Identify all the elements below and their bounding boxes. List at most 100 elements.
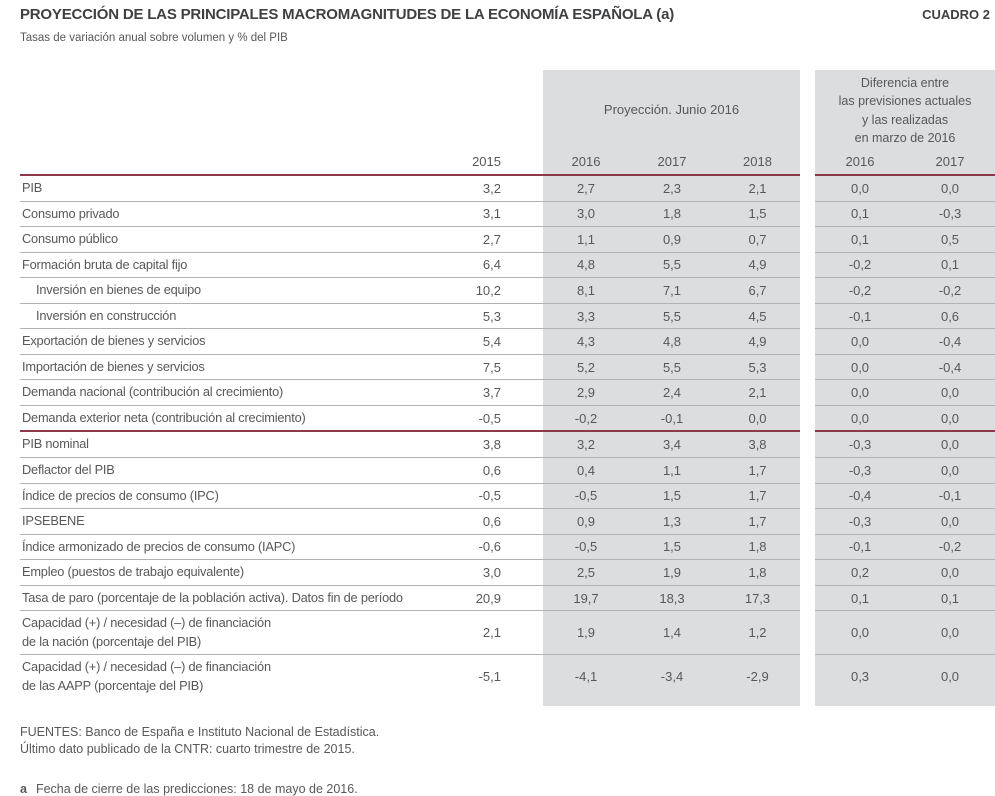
year-header-row: 2015 2016 2017 2018 2016 2017: [20, 149, 995, 176]
column-gap: [800, 698, 816, 707]
cell-proj-2018: 5,3: [715, 354, 801, 381]
group-header-projection: Proyección. Junio 2016: [543, 70, 801, 149]
cell-diff-2016: 0,0: [815, 379, 906, 406]
cell-proj-2016: 5,2: [543, 354, 629, 381]
year-header-proj-2018: 2018: [715, 149, 801, 176]
cell-proj-2018: 6,7: [715, 277, 801, 304]
cell-diff-2016: 0,0: [815, 405, 906, 433]
cell-proj-2017: 4,8: [629, 328, 715, 355]
column-gap: [505, 379, 543, 406]
table-row: Empleo (puestos de trabajo equivalente) 3…: [20, 559, 995, 586]
cell-diff-2017: 0,0: [905, 559, 995, 586]
cell-proj-2016: 4,3: [543, 328, 629, 355]
cell-diff-2016: 0,0: [815, 354, 906, 381]
cell-proj-2016: 2,5: [543, 559, 629, 586]
column-gap: [505, 698, 543, 707]
footnote-marker: a: [20, 782, 27, 796]
cell-diff-2016: 0,3: [815, 654, 906, 699]
cell-proj-2016: 4,8: [543, 252, 629, 279]
cell-2015: -0,6: [460, 534, 505, 561]
cell-diff-2017: -0,2: [905, 534, 995, 561]
column-gap: [800, 431, 816, 458]
cell-proj-2016: -4,1: [543, 654, 629, 699]
cell-proj-2016: -0,5: [543, 534, 629, 561]
column-gap: [800, 70, 816, 149]
cell-2015: 7,5: [460, 354, 505, 381]
row-label: PIB nominal: [20, 431, 460, 459]
row-label: Índice armonizado de precios de consumo …: [20, 534, 460, 561]
sources-line: FUENTES: Banco de España e Instituto Nac…: [20, 725, 380, 740]
cell-diff-2016: -0,3: [815, 431, 906, 459]
table-row: Tasa de paro (porcentaje de la población…: [20, 585, 995, 612]
table-row: Inversión en bienes de equipo 10,2 8,1 7,1 6…: [20, 277, 995, 304]
group-header-difference: Diferencia entre las previsiones actuale…: [815, 70, 995, 149]
cell-2015: 3,8: [460, 431, 505, 459]
cell-diff-2017: 0,0: [905, 379, 995, 406]
column-gap: [505, 201, 543, 228]
cell-2015: 10,2: [460, 277, 505, 304]
cell-diff-2017: -0,3: [905, 201, 995, 228]
cell-proj-2018: 1,2: [715, 610, 801, 656]
table-row: Índice de precios de consumo (IPC) -0,5 -0…: [20, 483, 995, 510]
column-gap: [505, 457, 543, 484]
column-gap: [800, 175, 816, 202]
column-gap: [505, 149, 543, 176]
cell-proj-2018: 4,9: [715, 328, 801, 355]
band-spacer: [629, 698, 715, 707]
cell-proj-2017: -0,1: [629, 405, 715, 433]
cell-diff-2017: 0,1: [905, 252, 995, 279]
table-row: Consumo público 2,7 1,1 0,9 0,7 0,1 0,5: [20, 226, 995, 253]
cell-proj-2016: 3,2: [543, 431, 629, 459]
difference-line: en marzo de 2016: [854, 130, 956, 145]
table-row: PIB nominal 3,8 3,2 3,4 3,8 -0,3 0,0: [20, 431, 995, 459]
cell-diff-2017: 0,0: [905, 431, 995, 459]
cell-proj-2016: 1,1: [543, 226, 629, 253]
band-spacer-row: [20, 698, 995, 707]
cell-diff-2016: -0,2: [815, 277, 906, 304]
table-row: PIB 3,2 2,7 2,3 2,1 0,0 0,0: [20, 175, 995, 202]
empty-cell: [20, 149, 460, 176]
table-row: Índice armonizado de precios de consumo …: [20, 534, 995, 561]
table-row: Formación bruta de capital fijo 6,4 4,8 5,5…: [20, 252, 995, 279]
cell-proj-2018: 1,5: [715, 201, 801, 228]
table-row: Importación de bienes y servicios 7,5 5,2 5…: [20, 354, 995, 381]
column-gap: [505, 70, 543, 149]
row-label: Importación de bienes y servicios: [20, 354, 460, 381]
cell-2015: 3,0: [460, 559, 505, 586]
column-gap: [505, 610, 543, 656]
column-gap: [505, 483, 543, 510]
empty-cell: [460, 70, 505, 149]
column-gap: [505, 277, 543, 304]
difference-line: las previsiones actuales: [838, 94, 972, 109]
cell-diff-2017: -0,2: [905, 277, 995, 304]
column-gap: [505, 252, 543, 279]
projection-table: Proyección. Junio 2016 Diferencia entre …: [20, 70, 995, 707]
cell-2015: -0,5: [460, 405, 505, 433]
cell-diff-2016: -0,3: [815, 508, 906, 535]
row-label: Formación bruta de capital fijo: [20, 252, 460, 279]
cell-2015: 3,1: [460, 201, 505, 228]
cell-proj-2018: 1,8: [715, 534, 801, 561]
footnote: a Fecha de cierre de las predicciones: 18…: [20, 782, 995, 796]
column-gap: [20, 698, 460, 707]
cell-proj-2016: 0,4: [543, 457, 629, 484]
column-gap: [800, 534, 816, 560]
cell-proj-2017: 1,3: [629, 508, 715, 535]
sources: FUENTES: Banco de España e Instituto Nac…: [20, 724, 995, 758]
cell-proj-2016: 19,7: [543, 585, 629, 612]
cell-proj-2018: -2,9: [715, 654, 801, 699]
band-spacer: [715, 698, 801, 707]
cell-proj-2018: 17,3: [715, 585, 801, 612]
row-label: Deflactor del PIB: [20, 457, 460, 484]
sources-line: Último dato publicado de la CNTR: cuarto…: [20, 742, 355, 757]
cell-proj-2017: 5,5: [629, 252, 715, 279]
column-gap: [800, 303, 816, 329]
column-gap: [800, 508, 816, 535]
column-gap: [800, 457, 816, 484]
cell-proj-2017: 2,3: [629, 175, 715, 202]
cell-diff-2016: -0,3: [815, 457, 906, 484]
row-label: Demanda exterior neta (contribución al c…: [20, 405, 460, 433]
header: PROYECCIÓN DE LAS PRINCIPALES MACROMAGNI…: [20, 6, 990, 23]
group-header-row: Proyección. Junio 2016 Diferencia entre …: [20, 70, 995, 149]
